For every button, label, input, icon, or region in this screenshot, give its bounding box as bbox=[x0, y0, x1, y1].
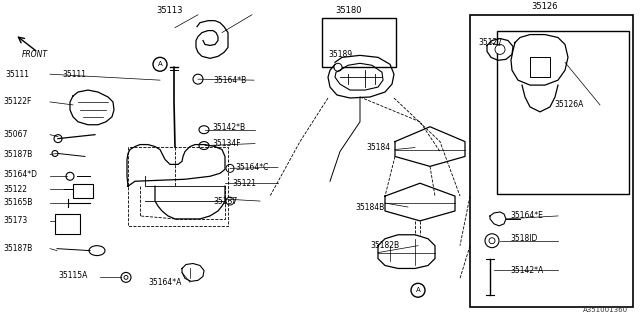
Text: 35187B: 35187B bbox=[3, 150, 32, 159]
Text: 35127: 35127 bbox=[478, 38, 502, 47]
Bar bbox=[470, 15, 633, 307]
Text: FRONT: FRONT bbox=[22, 51, 48, 60]
Text: 35142*A: 35142*A bbox=[510, 266, 543, 275]
Text: 35121: 35121 bbox=[232, 179, 256, 188]
Ellipse shape bbox=[153, 57, 167, 71]
Ellipse shape bbox=[495, 44, 505, 54]
Ellipse shape bbox=[334, 63, 342, 71]
Ellipse shape bbox=[226, 164, 234, 172]
Ellipse shape bbox=[52, 150, 58, 156]
Text: 35164*C: 35164*C bbox=[235, 163, 268, 172]
Text: 35134F: 35134F bbox=[212, 139, 241, 148]
Bar bbox=[322, 18, 396, 67]
Text: 35115A: 35115A bbox=[58, 271, 88, 280]
Text: 35126: 35126 bbox=[532, 2, 558, 11]
Ellipse shape bbox=[411, 283, 425, 297]
Text: 35142*B: 35142*B bbox=[212, 123, 245, 132]
Text: A: A bbox=[415, 287, 420, 293]
Text: 35165B: 35165B bbox=[3, 197, 33, 206]
Text: 35067: 35067 bbox=[3, 130, 28, 139]
Ellipse shape bbox=[226, 197, 234, 205]
Text: 35184: 35184 bbox=[366, 143, 390, 152]
Text: 3518lD: 3518lD bbox=[510, 234, 538, 243]
Text: 35122: 35122 bbox=[3, 185, 27, 194]
Bar bbox=[55, 214, 80, 234]
Bar bbox=[497, 31, 629, 194]
Text: A: A bbox=[157, 61, 163, 67]
Text: 35184B: 35184B bbox=[355, 203, 384, 212]
Text: 35111: 35111 bbox=[62, 70, 86, 79]
Bar bbox=[73, 184, 93, 198]
Text: 35111: 35111 bbox=[5, 70, 29, 79]
Text: 35189: 35189 bbox=[328, 50, 352, 59]
Ellipse shape bbox=[54, 135, 62, 143]
Text: 35164*E: 35164*E bbox=[510, 212, 543, 220]
Text: 35164*A: 35164*A bbox=[148, 278, 181, 287]
Text: A351001360: A351001360 bbox=[583, 307, 628, 313]
Ellipse shape bbox=[66, 172, 74, 180]
Ellipse shape bbox=[199, 126, 209, 134]
Text: 35180: 35180 bbox=[336, 6, 362, 15]
Ellipse shape bbox=[489, 238, 495, 244]
Text: 35173: 35173 bbox=[3, 216, 28, 225]
Ellipse shape bbox=[193, 74, 203, 84]
Text: 35187B: 35187B bbox=[3, 244, 32, 253]
Text: 35137: 35137 bbox=[213, 196, 237, 205]
Ellipse shape bbox=[199, 141, 209, 149]
Ellipse shape bbox=[124, 276, 128, 279]
Ellipse shape bbox=[485, 234, 499, 248]
Text: 35164*B: 35164*B bbox=[213, 76, 246, 85]
Ellipse shape bbox=[89, 246, 105, 256]
Text: 35122F: 35122F bbox=[3, 98, 31, 107]
Text: 35182B: 35182B bbox=[370, 241, 399, 250]
Text: 35113: 35113 bbox=[157, 6, 183, 15]
Text: 35126A: 35126A bbox=[554, 100, 584, 109]
Ellipse shape bbox=[121, 272, 131, 282]
Text: 35164*D: 35164*D bbox=[3, 170, 37, 179]
